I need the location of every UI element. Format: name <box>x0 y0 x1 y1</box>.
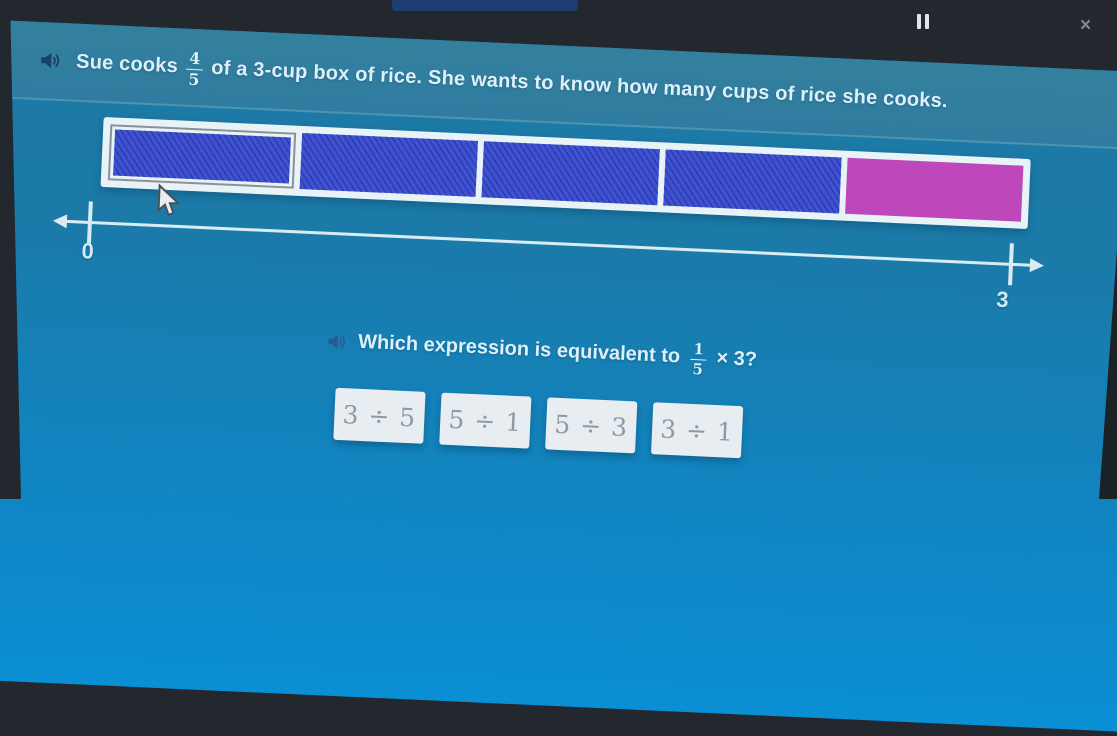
problem-text-after: of a 3-cup box of rice. She wants to kno… <box>210 56 949 112</box>
question-text-before: Which expression is equivalent to <box>357 330 681 368</box>
number-line-right-arrow <box>1029 258 1044 273</box>
speaker-icon-glyph <box>328 334 346 349</box>
bar-segment-fill <box>299 133 479 197</box>
fraction-one-fifth: 1 5 <box>689 340 708 379</box>
bar-segment-4-blue[interactable] <box>663 149 842 214</box>
app-screen: Sue cooks 4 5 of a 3-cup box of rice. Sh… <box>0 20 1117 736</box>
number-line-label-start: 0 <box>81 238 95 264</box>
answer-button-3-div-5[interactable]: 3 ÷ 5 <box>333 387 426 444</box>
number-line-label-end: 3 <box>995 286 1010 313</box>
bar-segment-fill <box>845 157 1024 222</box>
fraction-numerator: 1 <box>689 340 708 361</box>
question-header: Sue cooks 4 5 of a 3-cup box of rice. Sh… <box>0 20 1117 153</box>
tick-three <box>1008 243 1014 286</box>
answer-button-5-div-1[interactable]: 5 ÷ 1 <box>439 392 532 449</box>
bar-segment-fill <box>663 149 842 214</box>
close-icon[interactable]: × <box>1080 15 1092 36</box>
mouse-cursor <box>157 183 181 217</box>
question-row: Which expression is equivalent to 1 5 × … <box>0 308 1102 394</box>
speaker-icon[interactable] <box>38 48 63 73</box>
bar-segment-5-magenta[interactable] <box>845 157 1024 222</box>
question-text-after: × 3? <box>715 347 758 371</box>
answer-row: 3 ÷ 5 5 ÷ 1 5 ÷ 3 3 ÷ 1 <box>333 387 744 459</box>
answer-button-5-div-3[interactable]: 5 ÷ 3 <box>545 397 638 454</box>
fraction-four-fifths: 4 5 <box>185 48 204 89</box>
speaker-icon[interactable] <box>326 330 349 353</box>
bar-segment-fill <box>113 129 291 184</box>
problem-statement: Sue cooks 4 5 of a 3-cup box of rice. Sh… <box>75 43 948 120</box>
bar-segment-fill <box>481 141 660 206</box>
bar-segment-1-blue[interactable] <box>107 124 297 189</box>
fraction-denominator: 5 <box>692 359 704 379</box>
number-line-left-arrow <box>52 214 68 229</box>
fraction-denominator: 5 <box>187 69 201 89</box>
answer-button-3-div-1[interactable]: 3 ÷ 1 <box>650 402 744 459</box>
number-line <box>52 201 1044 286</box>
window-edge-strip <box>392 0 578 11</box>
tick-zero <box>86 201 93 244</box>
problem-text-before: Sue cooks <box>75 50 179 77</box>
fraction-numerator: 4 <box>185 48 204 70</box>
speaker-icon-glyph <box>41 53 60 69</box>
pause-icon[interactable] <box>917 14 929 29</box>
bar-segment-3-blue[interactable] <box>481 141 660 206</box>
bar-segment-2-blue[interactable] <box>299 133 479 197</box>
